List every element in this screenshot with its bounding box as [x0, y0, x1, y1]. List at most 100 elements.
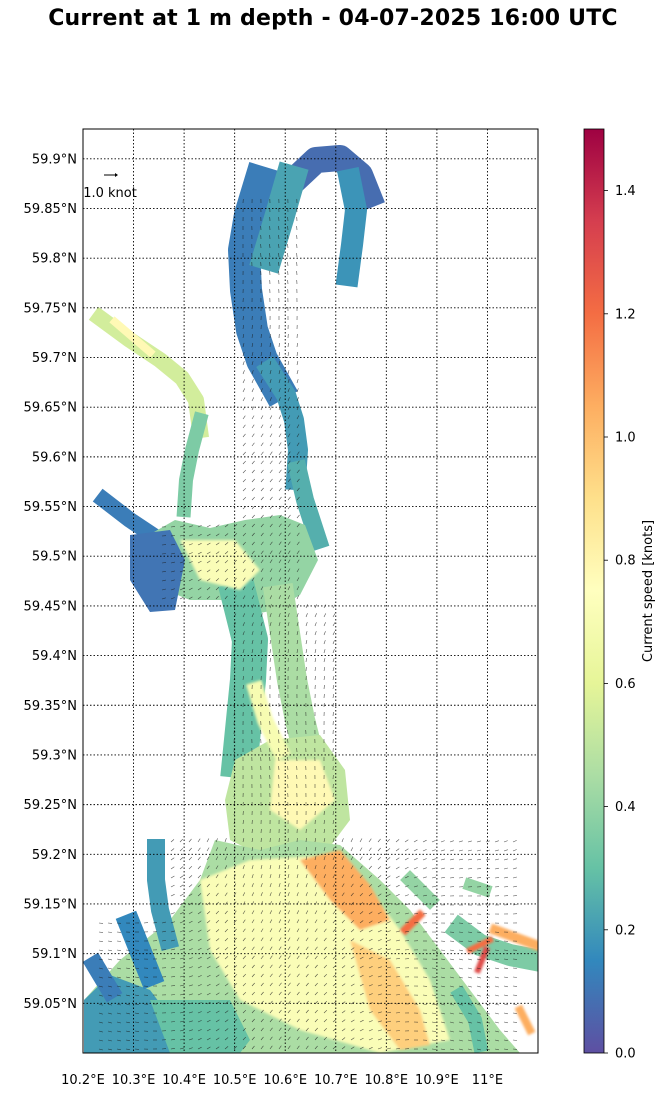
current-arrow: [269, 982, 273, 987]
current-arrow: [296, 1018, 300, 1023]
current-arrow: [215, 874, 219, 879]
current-arrow: [512, 858, 517, 861]
current-arrow: [449, 1048, 454, 1051]
current-arrow: [161, 588, 166, 591]
current-arrow: [395, 894, 400, 897]
current-arrow: [233, 874, 236, 879]
current-arrow: [287, 451, 291, 456]
current-arrow: [170, 912, 175, 915]
current-arrow: [188, 856, 193, 861]
current-arrow: [305, 973, 309, 978]
latitude-tick-label: 59.4°N: [32, 649, 77, 664]
current-arrow: [197, 551, 202, 555]
current-arrow: [188, 993, 193, 996]
current-arrow: [107, 985, 112, 988]
current-arrow: [278, 342, 280, 348]
current-arrow: [242, 964, 246, 969]
current-arrow: [449, 985, 454, 988]
current-arrow: [251, 910, 255, 915]
current-arrow: [251, 568, 255, 573]
current-arrow: [485, 1048, 490, 1051]
current-arrow: [368, 1047, 373, 1050]
current-arrow: [188, 920, 193, 924]
current-arrow: [278, 756, 280, 762]
current-arrow: [287, 729, 289, 735]
current-arrow: [179, 884, 184, 888]
current-arrow: [224, 595, 228, 600]
current-arrow: [404, 940, 410, 942]
current-arrow: [242, 1027, 247, 1032]
current-arrow: [305, 982, 309, 987]
current-arrow: [224, 983, 229, 987]
current-arrow: [170, 544, 175, 546]
current-arrow: [107, 976, 112, 979]
current-arrow: [206, 1001, 211, 1005]
water-channel: [399, 909, 426, 936]
current-arrow: [260, 559, 264, 564]
current-arrow: [494, 985, 499, 988]
current-arrow: [278, 613, 281, 618]
water-channel: [218, 578, 268, 780]
current-arrow: [296, 478, 300, 483]
current-arrow: [242, 487, 247, 492]
current-arrow: [485, 849, 490, 852]
current-arrow: [269, 433, 273, 438]
current-arrow: [314, 973, 318, 978]
current-arrow: [323, 865, 326, 870]
current-arrow: [440, 867, 445, 870]
current-arrow: [395, 921, 400, 924]
current-arrow: [251, 451, 255, 456]
current-arrow: [476, 931, 482, 933]
current-arrow: [260, 874, 263, 879]
current-arrow: [359, 1037, 364, 1041]
current-arrow: [314, 910, 318, 915]
current-arrow: [251, 964, 255, 969]
current-arrow: [197, 929, 202, 933]
latitude-tick-label: 59.25°N: [24, 798, 77, 813]
current-arrow: [494, 849, 499, 852]
current-arrow: [215, 551, 220, 555]
current-arrow: [287, 865, 290, 870]
current-arrow: [197, 920, 202, 924]
current-arrow: [269, 604, 272, 609]
current-arrow: [98, 985, 103, 988]
current-arrow: [287, 640, 290, 645]
current-arrow: [170, 921, 175, 924]
current-arrow: [296, 973, 300, 978]
current-arrow: [134, 976, 140, 978]
current-arrow: [305, 649, 308, 654]
longitude-tick-labels: 10.2°E 10.3°E 10.4°E 10.5°E 10.6°E 10.7°E 10.8…: [61, 1073, 503, 1088]
current-arrow: [242, 325, 244, 330]
current-arrow: [206, 983, 211, 987]
latitude-tick-label: 59.75°N: [24, 301, 77, 316]
current-arrow: [503, 867, 508, 870]
current-arrow: [413, 903, 418, 906]
current-arrow: [512, 1012, 517, 1014]
current-arrow: [242, 658, 245, 663]
current-arrow: [296, 919, 300, 924]
current-arrow: [224, 928, 229, 933]
current-arrow: [260, 657, 262, 663]
current-arrow: [404, 848, 409, 852]
water-channel: [474, 946, 490, 974]
current-arrow: [350, 874, 354, 879]
current-arrow: [296, 352, 298, 357]
current-arrow: [323, 928, 327, 933]
current-arrow: [215, 965, 220, 969]
current-arrow: [242, 883, 245, 888]
current-arrow: [242, 865, 245, 870]
current-arrow: [251, 1009, 255, 1014]
current-arrow: [188, 570, 193, 573]
current-arrow: [251, 496, 255, 501]
current-arrow: [395, 875, 400, 879]
current-arrow: [233, 1045, 238, 1050]
current-arrow: [287, 433, 291, 438]
current-arrow: [179, 912, 184, 915]
current-arrow: [278, 478, 282, 483]
current-arrow: [197, 856, 201, 861]
current-arrow: [269, 919, 273, 924]
current-arrow: [260, 928, 264, 933]
current-arrow: [287, 919, 291, 924]
current-arrow: [242, 541, 246, 546]
current-arrow: [377, 984, 382, 987]
